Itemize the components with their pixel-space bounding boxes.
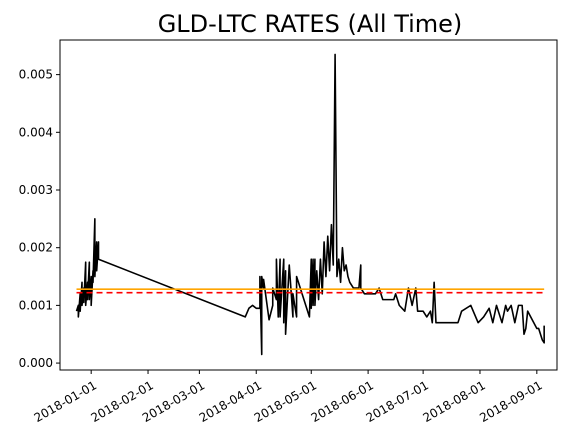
series-line-1	[75, 53, 545, 356]
y-tick-label: 0.003	[19, 183, 53, 197]
plot-frame	[59, 39, 558, 371]
y-tick-label: 0.000	[19, 356, 53, 370]
y-tick-label: 0.004	[19, 125, 53, 139]
y-axis: 0.000 0.001 0.002 0.003 0.004 0.005	[19, 68, 60, 370]
y-tick-label: 0.002	[19, 241, 53, 255]
plot-lines	[75, 53, 545, 356]
y-tick-label: 0.005	[19, 68, 53, 82]
y-tick-label: 0.001	[19, 298, 53, 312]
chart-title: GLD-LTC RATES (All Time)	[158, 10, 463, 38]
